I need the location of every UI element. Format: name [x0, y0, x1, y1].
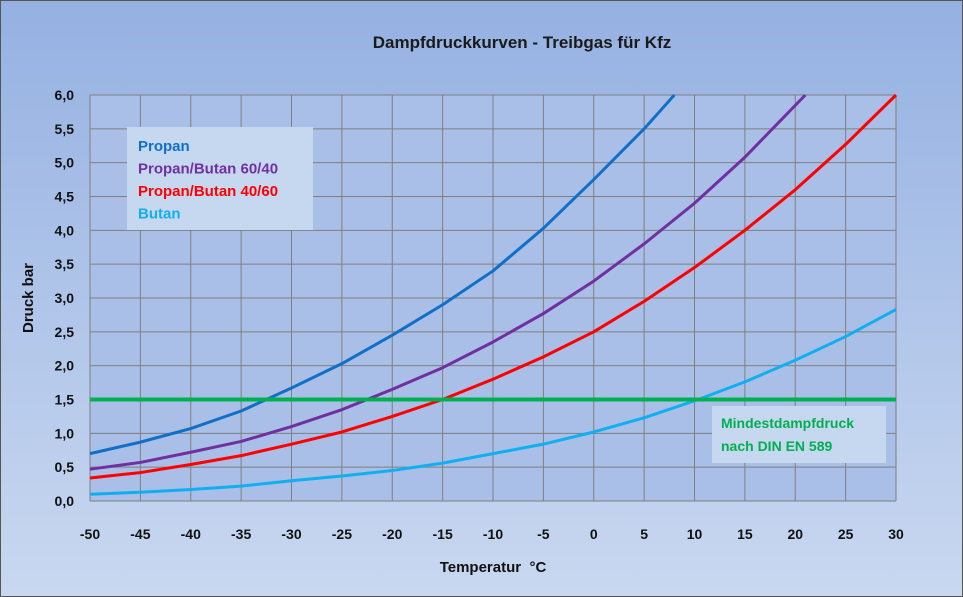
x-tick-label: 25 [838, 526, 854, 542]
x-tick-label: -20 [382, 526, 402, 542]
x-tick-label: 10 [687, 526, 703, 542]
series-line-butan [89, 308, 897, 496]
series-line-propan-butan-40-60 [89, 93, 898, 480]
x-tick-label: -10 [483, 526, 503, 542]
x-tick-label: -35 [231, 526, 251, 542]
y-tick-label: 5,0 [55, 155, 75, 171]
x-tick-label: -30 [281, 526, 301, 542]
legend-entry: Butan [138, 206, 181, 223]
y-tick-label: 6,0 [55, 87, 75, 103]
chart-title: Dampfdruckkurven - Treibgas für Kfz [373, 33, 672, 52]
y-tick-label: 1,0 [55, 425, 75, 441]
x-tick-label: -5 [537, 526, 550, 542]
x-tick-label: -40 [181, 526, 201, 542]
legend-entry: Propan/Butan 40/60 [138, 183, 278, 200]
series-line-propan [89, 94, 676, 456]
y-tick-label: 4,0 [55, 222, 75, 238]
y-tick-label: 1,5 [55, 392, 75, 408]
reference-label-box [712, 406, 886, 463]
y-tick-label: 0,5 [55, 459, 75, 475]
reference-label-line1: Mindestdampfdruck [721, 415, 854, 431]
x-tick-label: 15 [737, 526, 753, 542]
legend-entry: Propan/Butan 60/40 [138, 161, 278, 178]
y-axis-label: Druck bar [20, 263, 37, 333]
y-tick-label: 2,0 [55, 358, 75, 374]
x-tick-label: 0 [590, 526, 598, 542]
x-tick-label: -25 [332, 526, 352, 542]
x-axis-label: Temperatur °C [440, 559, 547, 576]
x-tick-label: -45 [130, 526, 150, 542]
legend [127, 127, 313, 230]
x-tick-label: 5 [640, 526, 648, 542]
legend-entry: Propan [138, 138, 190, 155]
y-tick-label: 2,5 [55, 324, 75, 340]
y-tick-label: 0,0 [55, 493, 75, 509]
y-tick-label: 3,0 [55, 290, 75, 306]
x-tick-label: 20 [787, 526, 803, 542]
y-tick-label: 4,5 [55, 189, 75, 205]
x-tick-label: -15 [433, 526, 453, 542]
reference-label-line2: nach DIN EN 589 [721, 438, 832, 454]
y-tick-label: 3,5 [55, 256, 75, 272]
series-line-propan-butan-60-40 [89, 93, 807, 471]
x-tick-label: 30 [888, 526, 904, 542]
y-tick-label: 5,5 [55, 121, 75, 137]
x-tick-label: -50 [80, 526, 100, 542]
